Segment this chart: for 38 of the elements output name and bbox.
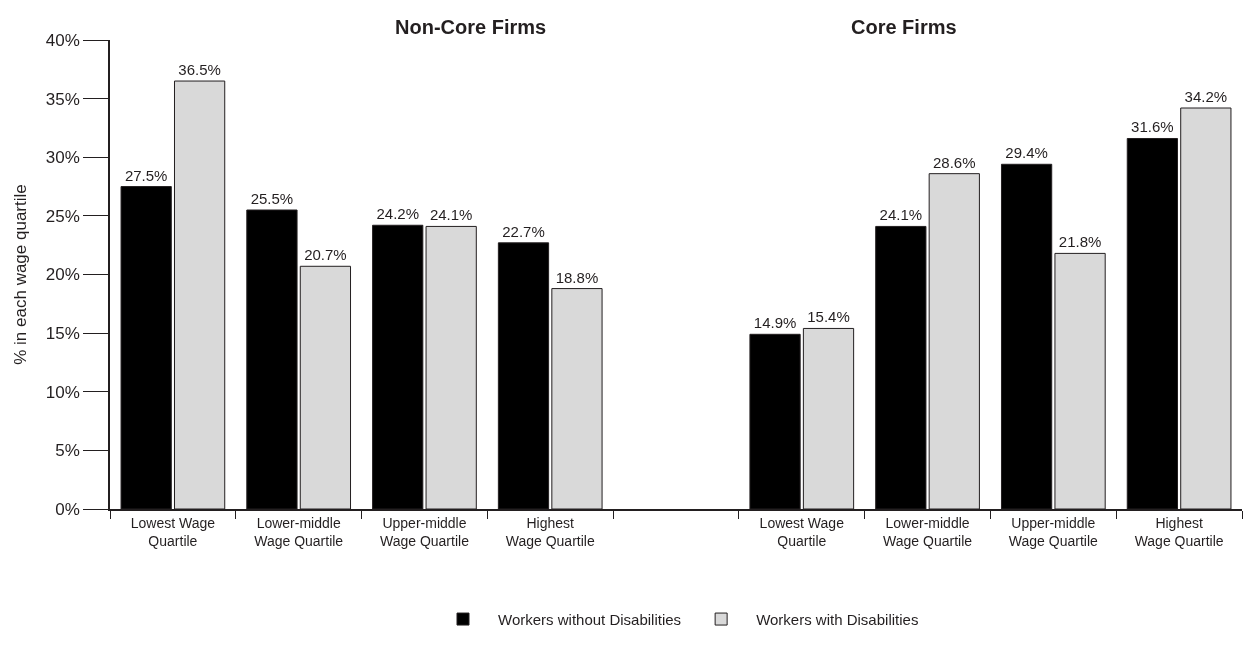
y-tick-label: 15% [45, 324, 80, 344]
data-label: 27.5% [124, 166, 168, 184]
data-label: 25.5% [250, 190, 294, 208]
x-tick-label: Highest Wage Quartile [505, 514, 595, 549]
y-tick-label: 0% [55, 499, 80, 519]
x-tick-label: Lowest Wage Quartile [130, 514, 216, 549]
data-label: 21.8% [1058, 233, 1102, 251]
data-label: 28.6% [933, 153, 976, 171]
x-tick-label: Upper-middle Wage Quartile [1008, 514, 1099, 549]
data-label: 20.7% [304, 246, 347, 264]
data-label: 24.2% [376, 205, 419, 223]
legend-label: Workers without Disabilities [498, 610, 682, 628]
data-label: 34.2% [1184, 88, 1228, 106]
data-label: 24.1% [429, 206, 473, 224]
x-tick-label: Lowest Wage Quartile [759, 514, 845, 549]
y-tick-label: 35% [45, 89, 80, 109]
data-label: 36.5% [178, 61, 221, 79]
x-tick-label: Highest Wage Quartile [1134, 514, 1224, 549]
legend-label: Workers with Disabilities [756, 610, 919, 628]
y-tick-label: 25% [45, 206, 80, 226]
data-label: 18.8% [555, 268, 599, 286]
x-tick-label: Lower-middle Wage Quartile [883, 514, 973, 549]
data-label: 15.4% [807, 308, 850, 326]
y-tick-label: 5% [55, 441, 80, 461]
y-tick-label: 40% [45, 30, 80, 50]
x-tick-label: Upper-middle Wage Quartile [379, 514, 470, 549]
data-label: 31.6% [1131, 118, 1174, 136]
data-label: 22.7% [502, 222, 545, 240]
y-tick-label: 10% [45, 382, 80, 402]
data-label: 24.1% [879, 206, 923, 224]
text: Non-Core Firms [395, 16, 547, 38]
data-label: 14.9% [753, 314, 797, 332]
y-tick-label: 30% [45, 148, 80, 168]
x-tick-label: Lower-middle Wage Quartile [254, 514, 344, 549]
data-label: 29.4% [1005, 144, 1048, 162]
y-axis-title: % in each wage quartile [10, 184, 30, 365]
y-tick-label: 20% [45, 265, 80, 285]
text: Core Firms [851, 16, 957, 38]
